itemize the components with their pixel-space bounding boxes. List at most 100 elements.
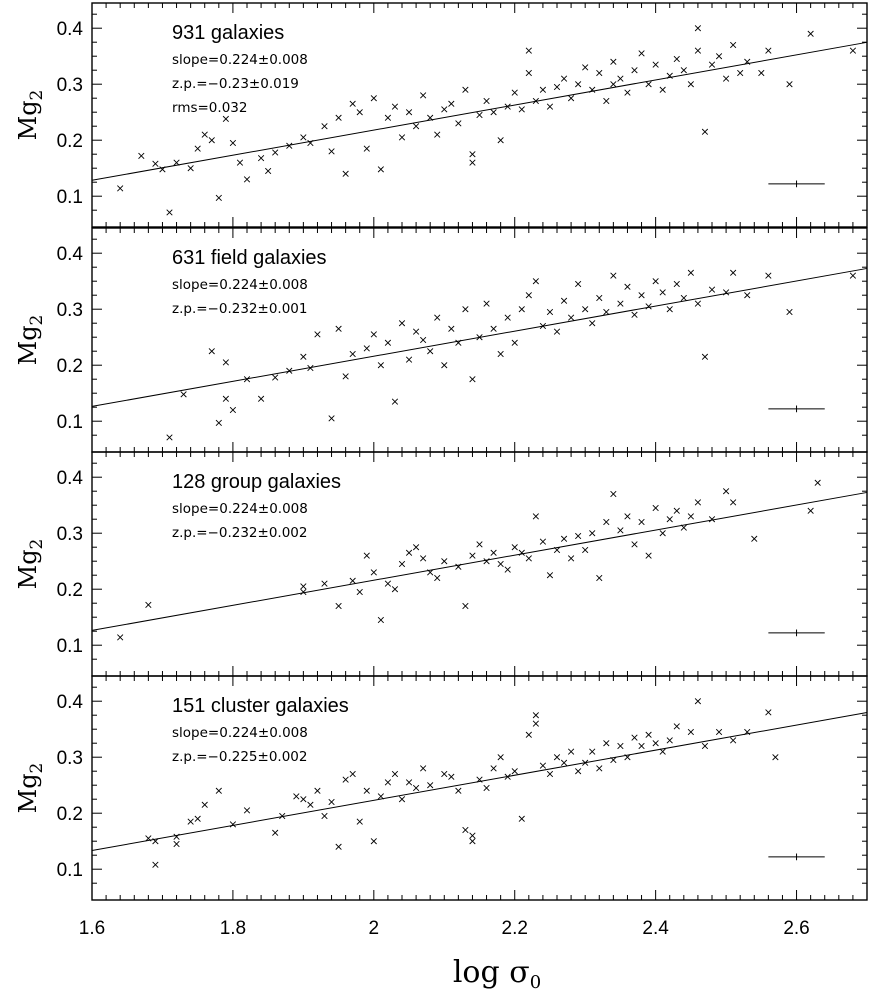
data-point	[596, 765, 603, 772]
data-point	[722, 75, 730, 82]
data-point	[441, 106, 448, 113]
data-point	[370, 95, 377, 102]
data-point	[272, 829, 279, 836]
data-point	[469, 151, 476, 158]
data-point	[582, 759, 589, 766]
data-point	[398, 320, 406, 327]
data-point	[455, 563, 462, 570]
data-point	[293, 793, 300, 800]
panel-3: 0.1 0.2 0.3 0.4 Mg2 128 group galaxies slope=0…	[14, 451, 868, 677]
data-point	[617, 300, 624, 307]
data-point	[596, 294, 603, 302]
data-point	[257, 155, 265, 162]
data-point	[398, 560, 406, 568]
data-point	[187, 165, 194, 172]
data-point	[553, 83, 561, 91]
data-point	[476, 334, 483, 341]
data-point	[765, 272, 772, 279]
data-point	[300, 353, 307, 360]
data-point	[420, 765, 427, 772]
data-point	[849, 47, 857, 54]
data-point	[666, 306, 673, 313]
data-point	[744, 292, 751, 299]
data-point	[546, 770, 554, 778]
data-point	[434, 131, 441, 138]
panel-frame	[91, 2, 868, 228]
data-point	[441, 770, 448, 778]
data-point	[701, 128, 709, 135]
data-point	[391, 398, 399, 405]
panel-stat: slope=0.224±0.008	[172, 52, 308, 68]
data-point	[532, 97, 539, 105]
data-point	[152, 838, 159, 845]
data-point	[624, 283, 631, 290]
data-point	[582, 306, 589, 313]
data-point	[272, 149, 279, 156]
data-point	[152, 160, 159, 167]
data-point	[300, 796, 307, 803]
data-point	[321, 580, 328, 587]
data-point	[708, 516, 716, 523]
data-point	[448, 325, 455, 332]
data-point	[145, 601, 152, 608]
data-point	[356, 818, 363, 825]
data-point	[652, 61, 659, 68]
y-tick-label: 0.4	[57, 692, 84, 713]
data-point	[222, 395, 229, 402]
y-tick-label: 0.3	[57, 524, 83, 545]
data-point	[300, 583, 307, 590]
data-point	[222, 359, 229, 366]
data-point	[546, 308, 554, 316]
data-point	[553, 328, 561, 335]
y-tick-label: 0.4	[57, 19, 84, 40]
data-point	[469, 832, 476, 839]
data-point	[483, 300, 490, 307]
data-point	[356, 109, 363, 116]
data-point	[215, 419, 222, 426]
panel-stat: z.p.=−0.232±0.002	[172, 525, 307, 541]
y-tick-label: 0.1	[57, 636, 83, 657]
data-point	[405, 356, 413, 363]
data-point	[483, 558, 490, 565]
data-point	[420, 555, 427, 562]
data-point	[708, 286, 716, 293]
data-point	[786, 81, 793, 88]
data-point	[173, 833, 180, 840]
data-point	[377, 166, 384, 173]
data-point	[497, 754, 504, 761]
data-point	[610, 756, 617, 764]
data-point	[201, 801, 208, 808]
panel-stat: z.p.=−0.232±0.001	[172, 301, 307, 317]
data-point	[638, 742, 645, 750]
data-point	[243, 176, 251, 183]
y-tick-label: 0.1	[57, 860, 83, 881]
data-point	[462, 602, 469, 610]
data-point	[673, 723, 680, 730]
data-point	[589, 748, 596, 755]
data-point	[659, 748, 666, 755]
data-point	[715, 728, 723, 736]
panel-title: 931 galaxies	[172, 22, 284, 44]
panel-2: 0.1 0.2 0.3 0.4 Mg2 631 field galaxies slope=0…	[14, 227, 868, 453]
data-point	[532, 720, 539, 727]
data-point	[370, 838, 377, 845]
data-point	[722, 289, 730, 296]
data-point	[335, 843, 342, 850]
y-tick-label: 0.4	[57, 244, 84, 265]
data-point	[673, 507, 680, 514]
data-point	[560, 759, 568, 766]
data-point	[265, 167, 272, 175]
data-point	[744, 728, 751, 736]
data-point	[257, 395, 265, 402]
data-point	[631, 541, 638, 548]
data-point	[229, 821, 237, 828]
data-point	[596, 574, 603, 582]
data-point	[532, 513, 539, 520]
data-point	[166, 434, 173, 441]
data-point	[405, 779, 413, 786]
panel-title: 128 group galaxies	[172, 471, 341, 493]
data-point	[398, 134, 406, 141]
data-point	[476, 776, 483, 783]
data-point	[645, 303, 652, 310]
